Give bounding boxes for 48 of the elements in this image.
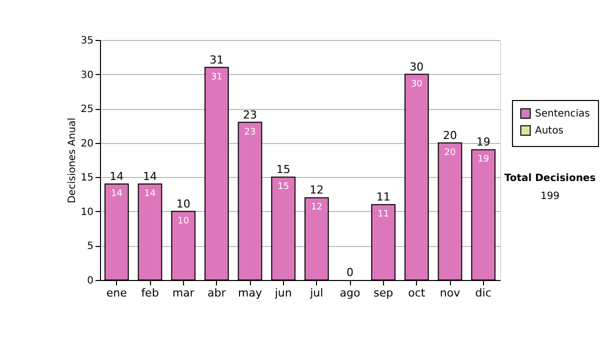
y-axis-title: Decisiones Anual: [66, 118, 78, 204]
data-label: 20: [444, 148, 456, 158]
total-label: 15: [276, 163, 290, 176]
total-label: 0: [346, 266, 354, 279]
total-label: 14: [110, 170, 124, 183]
y-tick-label: 10: [80, 206, 94, 218]
total-label: 30: [410, 60, 424, 74]
data-label: 31: [210, 72, 222, 82]
legend-label: Autos: [535, 126, 564, 136]
x-tick-label: oct: [408, 286, 426, 300]
y-tick-label: 30: [80, 70, 94, 81]
data-label: 15: [278, 182, 290, 192]
x-tick-label: ene: [106, 286, 128, 300]
x-tick-label: jun: [274, 286, 292, 300]
total-label: 11: [376, 190, 390, 204]
total-label: 19: [476, 136, 490, 149]
total-label: 10: [176, 197, 190, 210]
text: Total Decisiones: [504, 173, 596, 184]
total-label: 12: [310, 184, 324, 197]
data-label: 23: [244, 127, 256, 138]
x-tick-label: sep: [374, 286, 394, 300]
x-tick-label: dic: [475, 286, 492, 300]
x-tick-label: may: [238, 286, 262, 300]
x-tick-label: abr: [208, 286, 226, 300]
y-tick-label: 0: [87, 276, 94, 286]
total-label: 23: [243, 108, 257, 122]
data-label: 14: [144, 189, 156, 199]
data-label: 11: [378, 210, 390, 220]
x-tick-label: nov: [440, 286, 461, 300]
text: 199: [540, 191, 560, 202]
data-label: 10: [178, 216, 190, 226]
data-label: 30: [410, 79, 423, 90]
data-label: 19: [478, 154, 490, 165]
x-tick-label: mar: [172, 286, 195, 300]
y-tick-label: 5: [87, 241, 94, 252]
data-label: 12: [310, 202, 322, 213]
y-tick-label: 35: [80, 36, 94, 46]
y-tick-label: 15: [80, 172, 94, 184]
legend-label: Sentencias: [535, 108, 590, 120]
y-tick-label: 25: [80, 104, 94, 116]
x-tick-label: feb: [141, 286, 159, 300]
data-label: 14: [110, 189, 123, 199]
x-tick-label: ago: [340, 286, 360, 300]
x-tick-label: jul: [309, 286, 324, 300]
y-tick-label: 20: [80, 138, 94, 150]
total-label: 20: [443, 128, 457, 142]
total-label: 31: [210, 53, 224, 66]
total-label: 14: [143, 170, 157, 183]
